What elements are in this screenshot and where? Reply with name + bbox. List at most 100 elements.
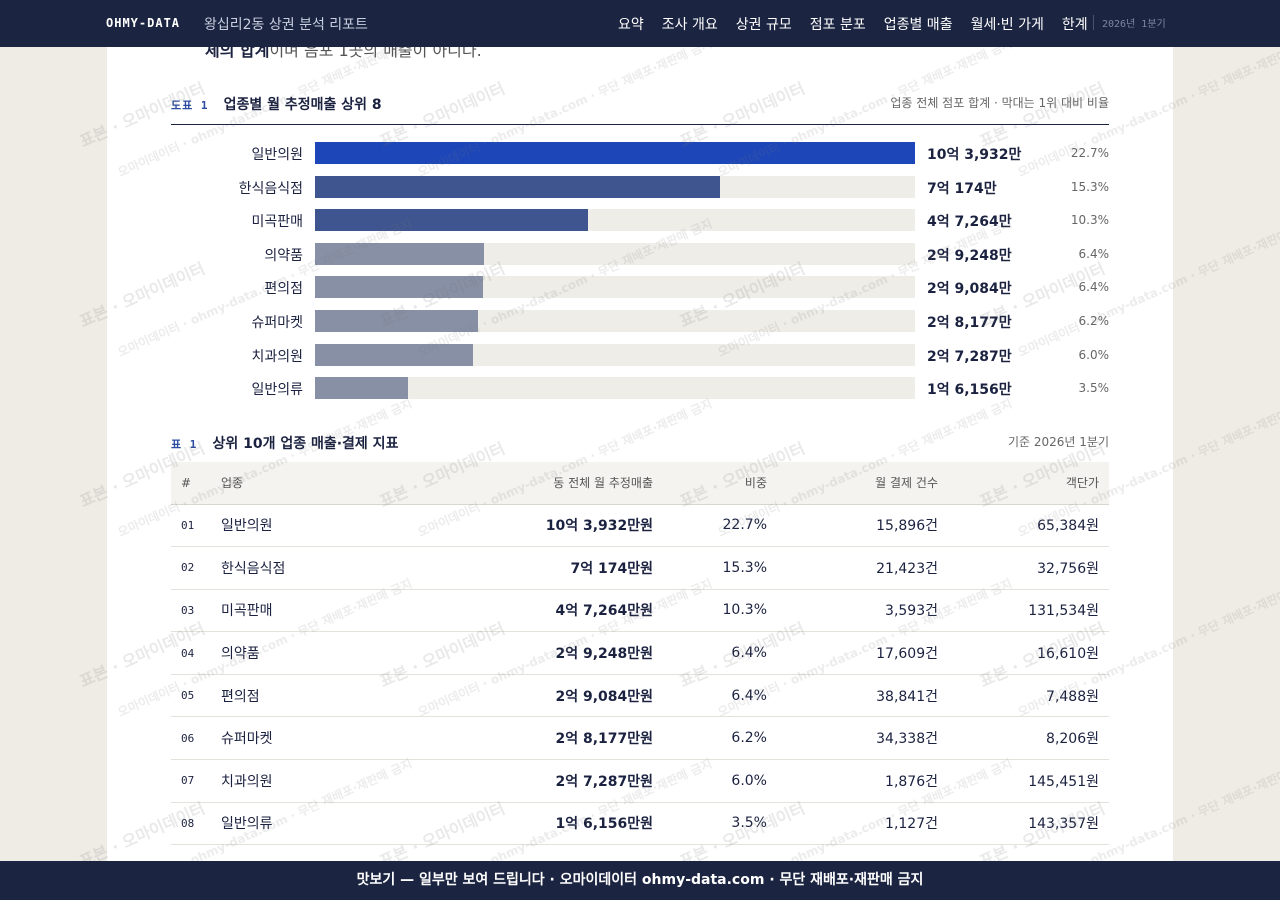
bar-track — [315, 377, 915, 400]
nav-link-rent-vacancy[interactable]: 월세·빈 가게 — [970, 17, 1044, 33]
row-rank: 05 — [171, 674, 221, 718]
figure-title: 업종별 월 추정매출 상위 8 — [223, 97, 382, 113]
row-rank: 02 — [171, 546, 221, 590]
column-header-sales: 동 전체 월 추정매출 — [401, 462, 653, 505]
row-avg-price: 143,357원 — [938, 802, 1109, 846]
row-avg-price: 32,756원 — [938, 546, 1109, 590]
bar-fill — [315, 377, 408, 400]
row-industry: 미곡판매 — [221, 589, 401, 633]
row-share: 15.3% — [653, 546, 767, 590]
row-count: 15,896건 — [767, 504, 938, 548]
bar-row: 일반의원 10억 3,932만 22.7% — [171, 142, 1109, 164]
bar-category-label: 의약품 — [264, 247, 303, 264]
row-industry: 일반의류 — [221, 802, 401, 846]
row-avg-price: 8,206원 — [938, 716, 1109, 761]
section-nav: 요약 조사 개요 상권 규모 점포 분포 업종별 매출 월세·빈 가게 한계 — [618, 14, 1106, 34]
table-row: 08 일반의류 1억 6,156만원 3.5% 1,127건 143,357원 — [171, 802, 1109, 846]
bar-category-label: 일반의류 — [251, 382, 303, 399]
table-tag: 표 1 — [171, 438, 198, 451]
nav-link-market-size[interactable]: 상권 규모 — [735, 17, 792, 33]
nav-link-sales-by-industry[interactable]: 업종별 매출 — [883, 17, 953, 33]
row-avg-price: 7,488원 — [938, 674, 1109, 718]
brand-logo[interactable]: OHMY-DATA — [106, 16, 181, 30]
row-share: 6.4% — [653, 674, 767, 718]
row-rank: 04 — [171, 631, 221, 675]
bar-fill — [315, 142, 915, 164]
bar-share-label: 6.4% — [1078, 246, 1110, 261]
row-rank: 03 — [171, 589, 221, 633]
row-avg-price: 145,451원 — [938, 759, 1109, 803]
row-sales: 4억 7,264만원 — [401, 589, 653, 633]
bar-fill — [315, 175, 720, 198]
row-count: 1,127건 — [767, 802, 938, 846]
preview-footer-banner: 맛보기 — 일부만 보여 드립니다 · 오마이데이터 ohmy-data.com… — [0, 861, 1280, 900]
row-sales: 7억 174만원 — [401, 546, 653, 590]
bar-track — [315, 343, 915, 366]
row-avg-price: 16,610원 — [938, 631, 1109, 675]
nav-link-limitations[interactable]: 한계 — [1061, 17, 1088, 33]
row-avg-price: 131,534원 — [938, 589, 1109, 633]
row-share: 6.2% — [653, 716, 767, 761]
bar-share-label: 10.3% — [1070, 213, 1109, 228]
bar-row: 치과의원 2억 7,287만 6.0% — [171, 343, 1110, 366]
row-rank: 08 — [171, 802, 221, 846]
row-share: 10.3% — [653, 589, 767, 633]
bar-share-label: 15.3% — [1070, 179, 1109, 194]
bar-share-label: 6.2% — [1078, 314, 1110, 328]
top-navigation-bar: OHMY-DATA 왕십리2동 상권 분석 리포트 요약 조사 개요 상권 규모… — [0, 0, 1280, 47]
figure-tag: 도표 1 — [171, 99, 209, 112]
column-header-count: 월 결제 건수 — [767, 462, 938, 505]
row-count: 21,423건 — [767, 546, 938, 590]
bar-category-label: 슈퍼마켓 — [251, 315, 303, 331]
bar-track — [315, 142, 915, 164]
bar-row: 편의점 2억 9,084만 6.4% — [171, 276, 1109, 299]
figure-note: 업종 전체 점포 합계 · 막대는 1위 대비 비율 — [890, 96, 1109, 110]
figure-header: 도표 1 업종별 월 추정매출 상위 8 업종 전체 점포 합계 · 막대는 1… — [171, 94, 1109, 125]
row-count: 38,841건 — [767, 674, 938, 718]
row-sales: 2억 8,177만원 — [401, 716, 653, 761]
table-row: 01 일반의원 10억 3,932만원 22.7% 15,896건 65,384원 — [171, 504, 1109, 548]
nav-link-store-distribution[interactable]: 점포 분포 — [809, 17, 866, 33]
column-header-industry: 업종 — [221, 462, 401, 505]
bar-share-label: 6.0% — [1078, 347, 1110, 362]
table-note: 기준 2026년 1분기 — [1007, 435, 1109, 449]
bar-track — [315, 209, 915, 232]
table-row: 07 치과의원 2억 7,287만원 6.0% 1,876건 145,451원 — [171, 759, 1109, 803]
table-row: 06 슈퍼마켓 2억 8,177만원 6.2% 34,338건 8,206원 — [171, 716, 1109, 761]
row-rank: 07 — [171, 759, 221, 803]
row-count: 1,876건 — [767, 759, 938, 803]
bar-row: 일반의류 1억 6,156만 3.5% — [171, 377, 1110, 400]
bar-share-label: 3.5% — [1078, 381, 1110, 396]
table-row: 04 의약품 2억 9,248만원 6.4% 17,609건 16,610원 — [171, 631, 1109, 675]
bar-category-label: 미곡판매 — [251, 214, 303, 231]
row-industry: 슈퍼마켓 — [221, 716, 401, 761]
bar-share-label: 22.7% — [1070, 146, 1109, 160]
nav-link-summary[interactable]: 요약 — [618, 17, 644, 33]
row-rank: 06 — [171, 716, 221, 761]
row-rank: 01 — [171, 504, 221, 548]
bar-track — [315, 175, 915, 198]
bar-fill — [315, 343, 473, 366]
bar-category-label: 한식음식점 — [238, 180, 303, 197]
bar-track — [315, 242, 915, 265]
row-share: 22.7% — [653, 504, 767, 548]
table-row: 05 편의점 2억 9,084만원 6.4% 38,841건 7,488원 — [171, 674, 1109, 718]
bar-row: 의약품 2억 9,248만 6.4% — [171, 242, 1110, 265]
bar-value-label: 2억 9,248만 — [927, 247, 1012, 264]
nav-link-overview[interactable]: 조사 개요 — [661, 17, 718, 33]
industry-metrics-table: # 업종 동 전체 월 추정매출 비중 월 결제 건수 객단가 01 일반의원 10… — [171, 462, 1109, 846]
bar-fill — [315, 310, 478, 332]
column-header-avg-price: 객단가 — [938, 462, 1109, 505]
bar-track — [315, 276, 915, 299]
bar-fill — [315, 242, 484, 265]
row-sales: 2억 9,084만원 — [401, 674, 653, 718]
bar-fill — [315, 276, 483, 299]
bar-value-label: 1억 6,156만 — [927, 382, 1012, 399]
row-industry: 의약품 — [221, 631, 401, 675]
bar-value-label: 10억 3,932만 — [927, 147, 1022, 163]
bar-row: 슈퍼마켓 2억 8,177만 6.2% — [171, 310, 1109, 332]
row-industry: 편의점 — [221, 674, 401, 718]
column-header-rank: # — [171, 462, 221, 505]
row-share: 6.0% — [653, 759, 767, 803]
row-count: 17,609건 — [767, 631, 938, 675]
